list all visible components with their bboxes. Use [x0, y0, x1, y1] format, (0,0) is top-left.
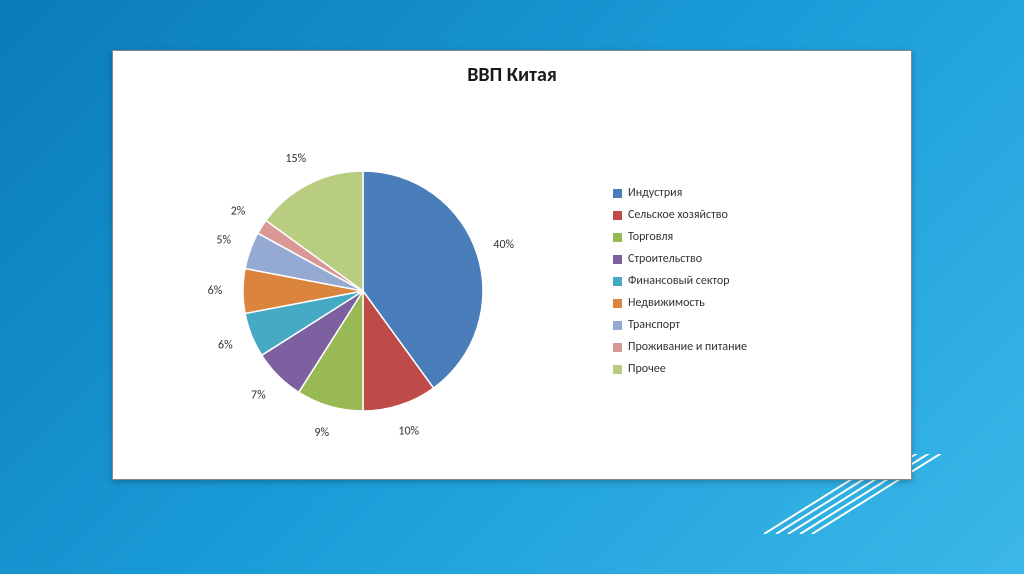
chart-body: 40% 10% 9% 7% 6% 6% 5% 2% 15% Индустрия Сельское … [113, 87, 911, 475]
legend-item: Проживание и питание [613, 340, 873, 354]
chart-card: ВВП Китая 40% 10% 9% 7% 6% 6% 5% 2% 15% Индустри… [112, 50, 912, 480]
legend-label: Недвижимость [628, 296, 705, 310]
legend-label: Транспорт [628, 318, 680, 332]
pie-slice-label: 7% [251, 389, 266, 403]
legend-swatch-icon [613, 321, 622, 330]
legend-swatch-icon [613, 343, 622, 352]
pie-slice-label: 15% [285, 152, 306, 166]
legend-label: Прочее [628, 362, 666, 376]
legend-item: Сельское хозяйство [613, 208, 873, 222]
legend-item: Финансовый сектор [613, 274, 873, 288]
legend-item: Строительство [613, 252, 873, 266]
pie-slice-label: 6% [208, 284, 223, 298]
legend-item: Транспорт [613, 318, 873, 332]
legend-label: Индустрия [628, 186, 682, 200]
pie-slice-label: 5% [216, 234, 231, 248]
legend-label: Строительство [628, 252, 702, 266]
pie-slice-label: 40% [493, 238, 514, 252]
legend-swatch-icon [613, 233, 622, 242]
legend: Индустрия Сельское хозяйство Торговля Строи… [613, 178, 893, 384]
legend-item: Торговля [613, 230, 873, 244]
pie-slice-label: 6% [218, 338, 233, 352]
legend-item: Прочее [613, 362, 873, 376]
pie-slice-label: 10% [398, 425, 419, 439]
legend-swatch-icon [613, 211, 622, 220]
legend-item: Недвижимость [613, 296, 873, 310]
pie-chart: 40% 10% 9% 7% 6% 6% 5% 2% 15% [113, 96, 613, 466]
legend-label: Проживание и питание [628, 340, 747, 354]
legend-swatch-icon [613, 299, 622, 308]
legend-swatch-icon [613, 255, 622, 264]
legend-label: Сельское хозяйство [628, 208, 728, 222]
legend-swatch-icon [613, 277, 622, 286]
legend-label: Финансовый сектор [628, 274, 730, 288]
legend-swatch-icon [613, 189, 622, 198]
legend-swatch-icon [613, 365, 622, 374]
legend-item: Индустрия [613, 186, 873, 200]
pie-slice-label: 2% [231, 205, 246, 219]
chart-title: ВВП Китая [113, 51, 911, 87]
legend-label: Торговля [628, 230, 673, 244]
pie-slice-label: 9% [314, 426, 329, 440]
